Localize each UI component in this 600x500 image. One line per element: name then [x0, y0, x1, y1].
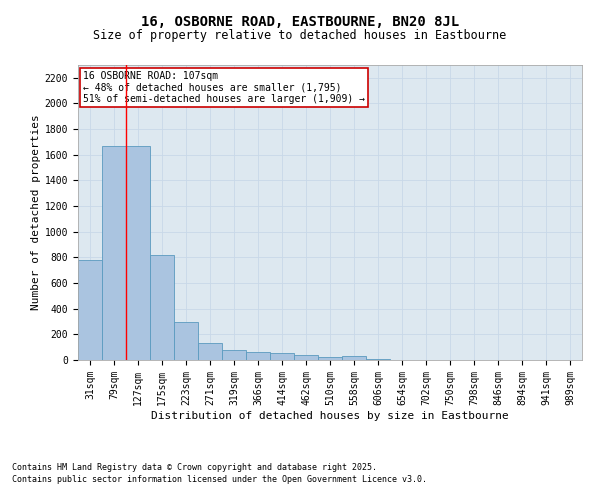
Bar: [222, 350, 246, 360]
Bar: [198, 344, 222, 360]
Text: Contains public sector information licensed under the Open Government Licence v3: Contains public sector information licen…: [12, 475, 427, 484]
Text: 16, OSBORNE ROAD, EASTBOURNE, BN20 8JL: 16, OSBORNE ROAD, EASTBOURNE, BN20 8JL: [141, 16, 459, 30]
Bar: [150, 255, 174, 360]
Bar: [78, 260, 102, 360]
Y-axis label: Number of detached properties: Number of detached properties: [31, 114, 41, 310]
X-axis label: Distribution of detached houses by size in Eastbourne: Distribution of detached houses by size …: [151, 410, 509, 420]
Bar: [318, 357, 342, 360]
Text: Size of property relative to detached houses in Eastbourne: Size of property relative to detached ho…: [94, 28, 506, 42]
Text: Contains HM Land Registry data © Crown copyright and database right 2025.: Contains HM Land Registry data © Crown c…: [12, 464, 377, 472]
Bar: [174, 322, 198, 360]
Bar: [294, 355, 318, 360]
Bar: [342, 356, 366, 360]
Bar: [126, 146, 150, 360]
Text: 16 OSBORNE ROAD: 107sqm
← 48% of detached houses are smaller (1,795)
51% of semi: 16 OSBORNE ROAD: 107sqm ← 48% of detache…: [83, 71, 365, 104]
Bar: [102, 146, 126, 360]
Bar: [246, 352, 270, 360]
Bar: [270, 353, 294, 360]
